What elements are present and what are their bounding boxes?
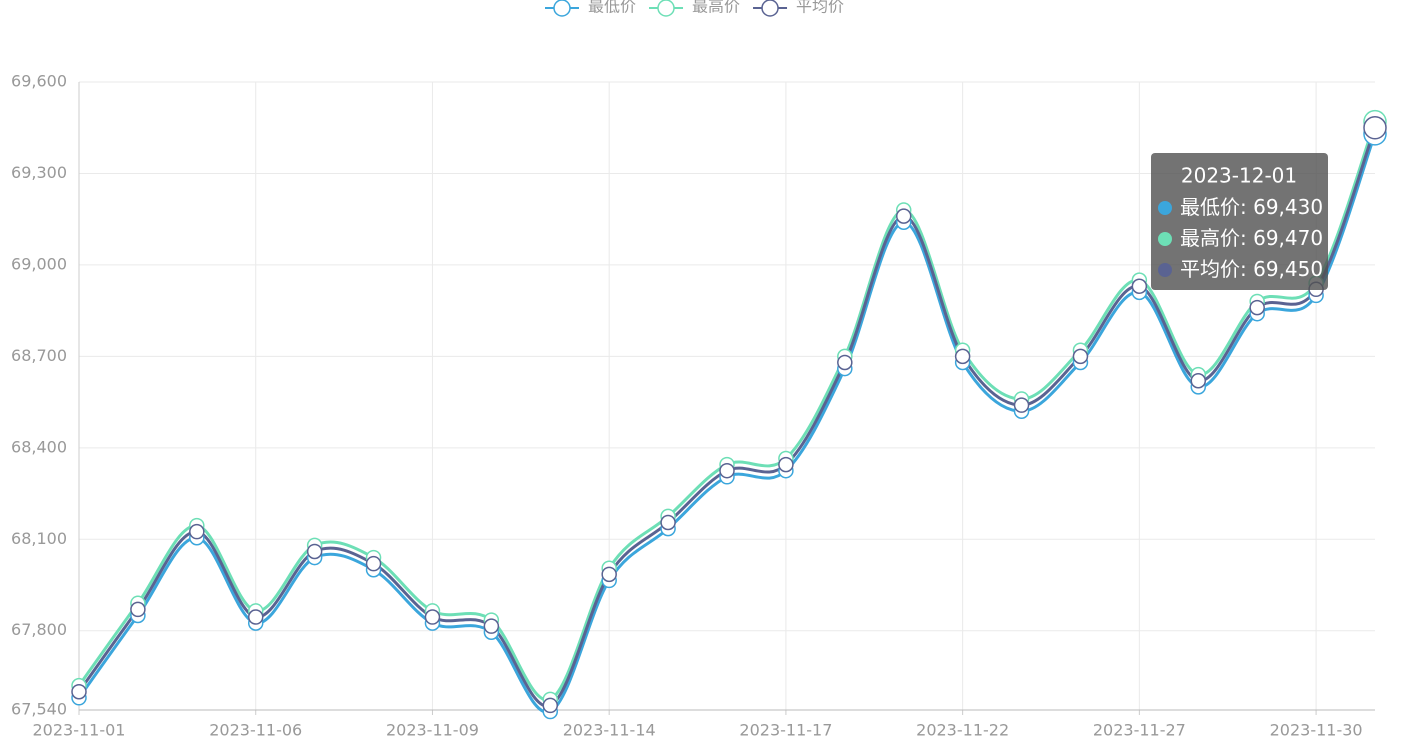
y-tick-label: 69,000 — [11, 254, 67, 273]
data-point[interactable] — [365, 555, 382, 572]
data-point[interactable] — [1072, 348, 1089, 365]
data-point[interactable] — [1190, 373, 1207, 389]
x-tick-label: 2023-11-30 — [1270, 721, 1363, 740]
tooltip-row: 最低价: 69,430 — [1180, 195, 1323, 219]
tooltip-dot — [1158, 201, 1172, 215]
tooltip-value: 69,430 — [1253, 195, 1323, 219]
tooltip-title: 2023-12-01 — [1181, 164, 1297, 188]
x-tick-label: 2023-11-01 — [33, 721, 126, 740]
tooltip-sep: : — [1240, 257, 1253, 281]
y-tick-label: 68,400 — [11, 437, 67, 456]
data-point[interactable] — [660, 514, 676, 531]
data-point[interactable] — [247, 609, 264, 625]
legend-label: 最低价 — [588, 0, 636, 16]
x-tick-label: 2023-11-17 — [739, 721, 832, 740]
data-point[interactable] — [1013, 397, 1030, 413]
tooltip-sep: : — [1240, 195, 1253, 219]
data-point[interactable] — [130, 601, 146, 618]
x-tick-label: 2023-11-14 — [563, 721, 656, 740]
y-tick-label: 68,100 — [11, 529, 67, 548]
tooltip-row: 最高价: 69,470 — [1180, 226, 1323, 250]
legend-icon — [657, 0, 675, 17]
tooltip: 2023-12-01 最低价: 69,430 最高价: 69,470 平均价: 69,… — [1151, 153, 1328, 290]
data-point[interactable] — [1249, 299, 1265, 316]
data-point[interactable] — [483, 618, 500, 634]
data-point[interactable] — [1131, 278, 1148, 295]
tooltip-name: 最高价 — [1180, 226, 1240, 250]
legend-icon — [553, 0, 571, 17]
data-point[interactable] — [601, 566, 617, 583]
x-tick-label: 2023-11-22 — [916, 721, 1009, 740]
y-tick-label: 67,800 — [11, 620, 67, 639]
data-point[interactable] — [719, 462, 735, 479]
series-line — [77, 133, 1377, 714]
tooltip-value: 69,450 — [1253, 257, 1323, 281]
tooltip-sep: : — [1240, 226, 1253, 250]
y-tick-label: 67,540 — [11, 700, 67, 719]
data-point[interactable] — [895, 208, 912, 224]
data-point[interactable] — [424, 609, 441, 625]
x-tick-label: 2023-11-06 — [209, 721, 302, 740]
series-line — [77, 121, 1377, 702]
tooltip-row: 平均价: 69,450 — [1180, 257, 1323, 281]
x-tick-label: 2023-11-27 — [1093, 721, 1186, 740]
data-point[interactable] — [71, 683, 87, 700]
x-tick-label: 2023-11-09 — [386, 721, 479, 740]
y-tick-label: 68,700 — [11, 346, 67, 365]
tooltip-dot — [1158, 232, 1172, 246]
data-point[interactable] — [837, 354, 853, 371]
legend-item[interactable]: 最高价 — [649, 0, 740, 17]
legend-item[interactable]: 平均价 — [753, 0, 844, 17]
tooltip-name: 平均价 — [1180, 257, 1240, 281]
data-point[interactable] — [306, 543, 323, 560]
series-line — [77, 127, 1377, 708]
legend-label: 平均价 — [796, 0, 844, 16]
y-tick-label: 69,300 — [11, 163, 67, 182]
data-point[interactable] — [542, 697, 559, 714]
y-tick-label: 69,600 — [11, 72, 67, 91]
data-point[interactable] — [954, 348, 971, 365]
data-point[interactable] — [778, 456, 794, 473]
tooltip-dot — [1158, 263, 1172, 277]
tooltip-box — [1151, 153, 1328, 290]
legend-label: 最高价 — [692, 0, 740, 16]
tooltip-name: 最低价 — [1180, 195, 1240, 219]
legend-icon — [761, 0, 779, 17]
tooltip-value: 69,470 — [1253, 226, 1323, 250]
data-point[interactable] — [189, 523, 205, 540]
data-point[interactable] — [1363, 115, 1387, 140]
legend-item[interactable]: 最低价 — [545, 0, 636, 17]
